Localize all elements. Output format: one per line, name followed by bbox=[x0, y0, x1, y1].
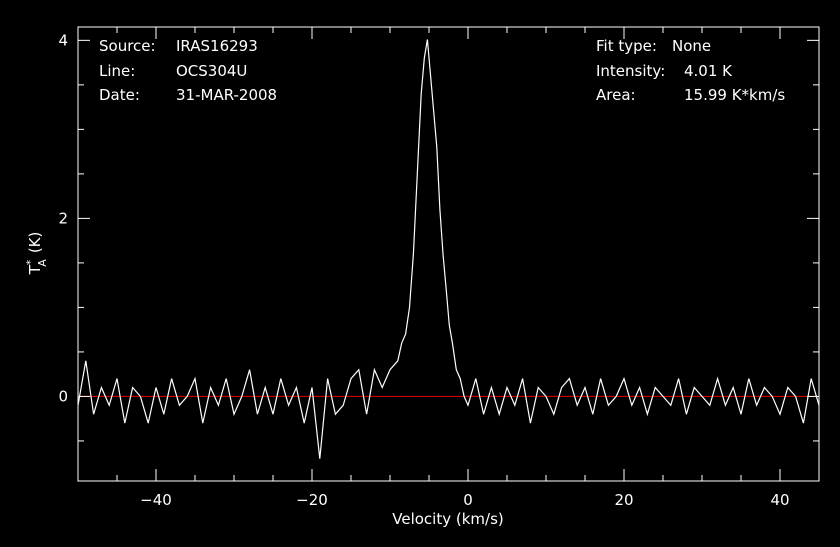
spectrum-line-0 bbox=[77, 39, 820, 459]
y-tick-label: 2 bbox=[58, 209, 68, 227]
y-axis-title-main: T bbox=[26, 264, 44, 275]
fit-type-value: None bbox=[672, 37, 711, 55]
intensity-label: Intensity: bbox=[596, 62, 665, 80]
x-tick-label: 0 bbox=[463, 491, 473, 509]
y-tick-label: 0 bbox=[58, 387, 68, 405]
y-axis-title-sub: A bbox=[36, 259, 49, 267]
plot-frame bbox=[77, 26, 820, 482]
x-tick-label: −20 bbox=[296, 491, 328, 509]
x-axis-ticks: −40 −20 0 20 40 bbox=[77, 27, 820, 509]
fit-type-label: Fit type: bbox=[596, 37, 657, 55]
date-value: 31-MAR-2008 bbox=[176, 86, 277, 104]
line-value: OCS304U bbox=[176, 62, 247, 80]
y-axis-title: T*A (K) bbox=[24, 232, 49, 276]
y-axis-title-unit: (K) bbox=[26, 232, 44, 254]
x-tick-label: 20 bbox=[614, 491, 633, 509]
line-label: Line: bbox=[99, 62, 135, 80]
spectrum-series-layer bbox=[77, 39, 820, 459]
y-tick-label: 4 bbox=[58, 31, 68, 49]
x-axis-title: Velocity (km/s) bbox=[392, 510, 503, 528]
area-label: Area: bbox=[596, 86, 636, 104]
y-axis-ticks: 0 2 4 bbox=[58, 31, 819, 442]
date-label: Date: bbox=[99, 86, 140, 104]
source-value: IRAS16293 bbox=[176, 37, 258, 55]
source-label: Source: bbox=[99, 37, 156, 55]
y-axis-title-sup: * bbox=[24, 259, 37, 265]
x-tick-label: −40 bbox=[140, 491, 172, 509]
area-value: 15.99 K*km/s bbox=[684, 86, 785, 104]
x-tick-label: 40 bbox=[770, 491, 789, 509]
svg-text:T*A(K): T*A (K) bbox=[24, 232, 49, 276]
intensity-value: 4.01 K bbox=[684, 62, 733, 80]
